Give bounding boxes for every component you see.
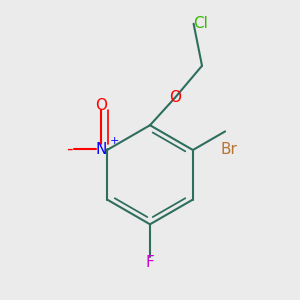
Text: -: - <box>67 140 73 158</box>
Text: Br: Br <box>220 142 237 157</box>
Text: +: + <box>110 136 119 146</box>
Text: F: F <box>146 255 154 270</box>
Text: O: O <box>95 98 107 113</box>
Text: O: O <box>169 91 181 106</box>
Text: N: N <box>96 142 107 157</box>
Text: Cl: Cl <box>194 16 208 31</box>
